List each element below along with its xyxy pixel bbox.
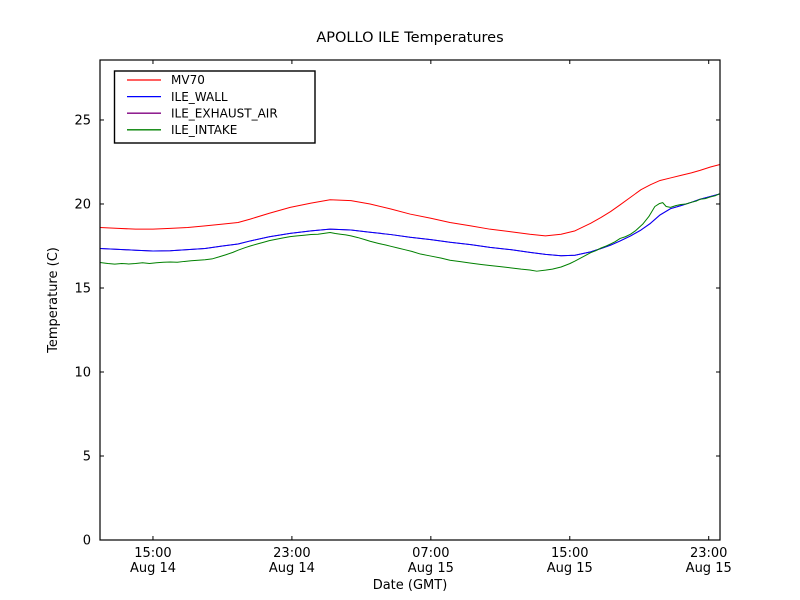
legend-item-ile_wall: ILE_WALL — [127, 90, 228, 104]
legend-item-ile_exhaust_air: ILE_EXHAUST_AIR — [127, 106, 278, 120]
axes-frame — [99, 59, 721, 541]
y-tick-label: 20 — [74, 197, 91, 212]
series-group — [99, 164, 721, 272]
x-tick-label-time: 23:00 — [273, 546, 310, 561]
x-tick-label-time: 15:00 — [134, 546, 171, 561]
legend-label: ILE_EXHAUST_AIR — [171, 106, 278, 120]
x-tick-label-date: Aug 15 — [547, 561, 593, 576]
legend-item-ile_intake: ILE_INTAKE — [127, 123, 237, 137]
legend-box — [113, 70, 316, 144]
legend: MV70 ILE_WALL ILE_EXHAUST_AIR ILE_INTAKE — [113, 70, 316, 144]
y-tick-label: 10 — [74, 365, 91, 380]
y-tick-label: 0 — [83, 534, 91, 549]
x-tick-label-time: 23:00 — [690, 546, 727, 561]
series-line-ile_intake — [99, 193, 721, 272]
x-tick-label-time: 15:00 — [551, 546, 588, 561]
legend-item-mv70: MV70 — [127, 73, 205, 87]
legend-label: ILE_WALL — [171, 90, 228, 104]
series-line-mv70 — [99, 164, 721, 237]
x-tick-label-time: 07:00 — [412, 546, 449, 561]
legend-label: MV70 — [171, 73, 205, 87]
chart-title: APOLLO ILE Temperatures — [316, 30, 503, 46]
x-tick-label-date: Aug 14 — [130, 561, 176, 576]
series-line-ile_wall — [99, 193, 721, 257]
x-tick-label-date: Aug 15 — [686, 561, 732, 576]
y-tick-label: 15 — [74, 281, 91, 296]
x-axis-label: Date (GMT) — [373, 578, 448, 593]
y-tick-label: 5 — [83, 449, 91, 464]
y-axis-label: Temperature (C) — [46, 247, 61, 354]
legend-label: ILE_INTAKE — [171, 123, 237, 137]
y-tick-label: 25 — [74, 113, 91, 128]
x-tick-label-date: Aug 14 — [269, 561, 315, 576]
x-tick-label-date: Aug 15 — [408, 561, 454, 576]
